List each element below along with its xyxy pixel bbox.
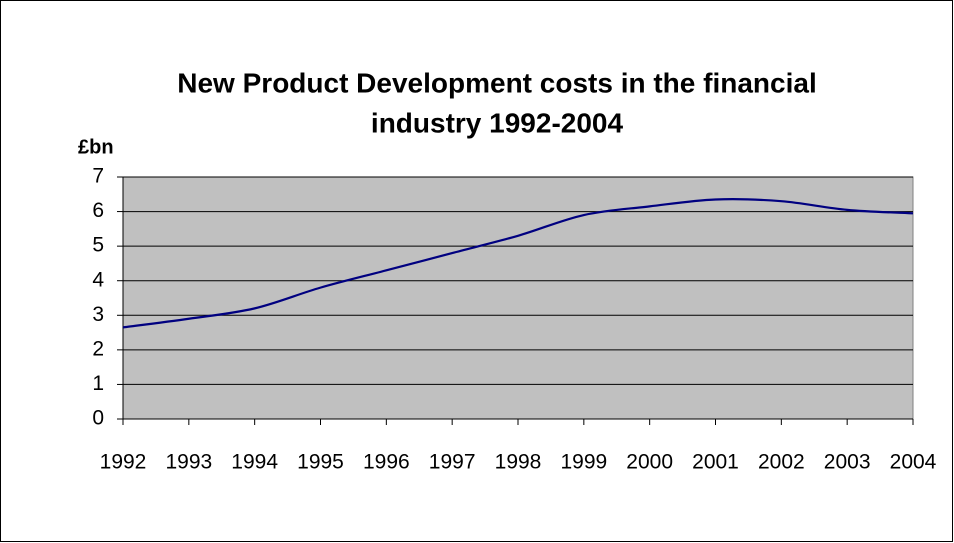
y-tick-label: 0: [92, 407, 104, 430]
y-tick-label: 2: [92, 337, 104, 360]
y-tick-label: 5: [92, 234, 104, 257]
y-tick-label: 1: [92, 372, 104, 395]
x-tick-label: 2004: [890, 451, 937, 474]
chart-title: industry 1992-2004: [371, 107, 624, 138]
x-tick-label: 2003: [824, 451, 871, 474]
plot-area: [122, 176, 914, 420]
x-tick-label: 2000: [626, 451, 673, 474]
x-tick-label: 1995: [297, 451, 344, 474]
x-tick-label: 1993: [165, 451, 212, 474]
y-tick-label: 3: [92, 303, 104, 326]
x-tick-label: 1996: [363, 451, 410, 474]
data-line: [122, 198, 914, 329]
chart-title: New Product Development costs in the fin…: [177, 67, 816, 98]
y-tick-label: 7: [92, 165, 104, 188]
x-tick-label: 1999: [560, 451, 607, 474]
x-tick-label: 1997: [429, 451, 476, 474]
y-tick-label: 4: [92, 268, 104, 291]
x-tick-label: 1992: [100, 451, 147, 474]
x-tick-label: 2002: [758, 451, 805, 474]
x-tick-label: 1998: [495, 451, 542, 474]
y-axis-label: £bn: [78, 136, 114, 158]
x-tick-label: 2001: [692, 451, 739, 474]
y-tick-label: 6: [92, 199, 104, 222]
x-tick-label: 1994: [231, 451, 278, 474]
